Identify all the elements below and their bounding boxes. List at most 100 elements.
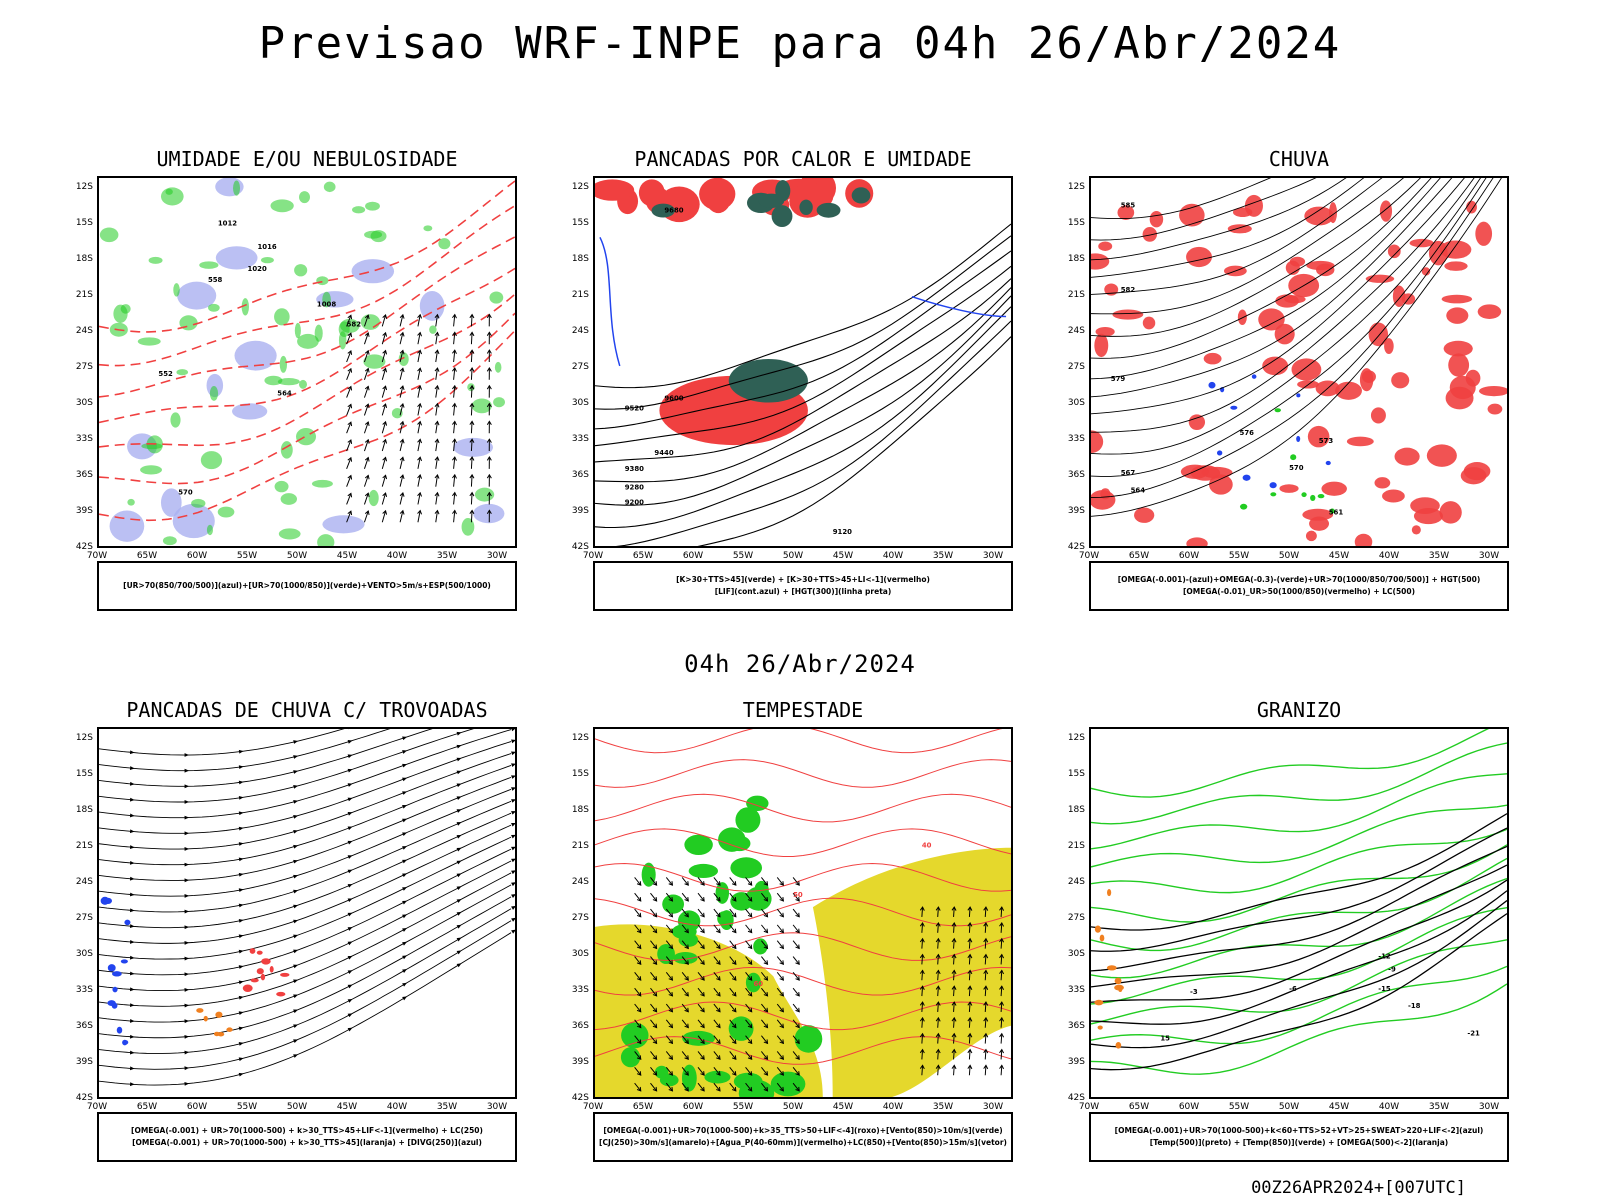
contour-label: 576 — [1240, 429, 1255, 437]
geopotential-contours — [1091, 178, 1502, 517]
temp850-contours — [1091, 729, 1507, 1075]
legend-line: [CJ(250)>30m/s](amarelo)+[Agua_P(40-60mm… — [599, 1138, 1007, 1147]
map-canvas — [99, 729, 515, 1087]
streamlines — [99, 729, 515, 1087]
lat-tick-label: 24S — [571, 326, 589, 336]
legend-line: [OMEGA(-0.001) + UR>70(1000-500) + k>30_… — [131, 1126, 483, 1135]
lat-tick-label: 21S — [1067, 290, 1085, 300]
legend-line: [OMEGA(-0.001)-(azul)+OMEGA(-0.3)-(verde… — [1117, 575, 1481, 584]
lat-tick-label: 30S — [1067, 949, 1085, 959]
contour-label: 1020 — [248, 265, 267, 273]
legend-line: [OMEGA(-0.001)+UR>70(1000-500)+k<60+TTS>… — [1114, 1126, 1484, 1135]
panel-granizo: GRANIZO -3 -6 -9 -12 -15 -18 -21 15 [OMEGA(-0.0… — [1068, 698, 1509, 1168]
lat-tick-label: 21S — [571, 841, 589, 851]
weather-map[interactable]: -3 -6 -9 -12 -15 -18 -21 15 — [1089, 727, 1509, 1099]
lon-tick-label: 45W — [336, 1102, 358, 1112]
weather-map[interactable]: 585 582 579 576 573 570 567 564 561 — [1089, 176, 1509, 548]
lat-tick-label: 30S — [571, 398, 589, 408]
contour-label: 60 — [753, 980, 763, 988]
lat-tick-label: 27S — [75, 913, 93, 923]
lon-tick-label: 70W — [1078, 551, 1100, 561]
contour-label: 9520 — [625, 404, 644, 412]
lat-tick-label: 33S — [571, 985, 589, 995]
lat-tick-label: 21S — [571, 290, 589, 300]
legend-box: [OMEGA(-0.001)+UR>70(1000-500)+k<60+TTS>… — [1089, 1112, 1509, 1162]
contour-label: 50 — [793, 891, 803, 899]
contour-label: 579 — [1111, 375, 1126, 383]
lat-tick-label: 24S — [75, 326, 93, 336]
lat-tick-label: 36S — [75, 1021, 93, 1031]
lon-tick-label: 30W — [1478, 551, 1500, 561]
contour-label: 9380 — [625, 465, 644, 473]
lon-tick-label: 40W — [1378, 1102, 1400, 1112]
lat-tick-label: 27S — [571, 362, 589, 372]
legend-box: [UR>70(850/700/500)](azul)+[UR>70(1000/8… — [97, 561, 517, 611]
precip-water-contours — [595, 729, 1011, 1065]
weather-map[interactable]: 40 50 60 — [593, 727, 1013, 1099]
temp500-contours — [1091, 813, 1507, 1071]
lon-tick-label: 40W — [882, 551, 904, 561]
contour-label: 582 — [347, 320, 362, 328]
map-canvas: 9680 9600 9520 9440 9380 9280 9200 9120 — [595, 178, 1011, 546]
valid-time-label: 04h 26/Abr/2024 — [684, 650, 916, 678]
lat-tick-label: 12S — [1067, 733, 1085, 743]
lon-tick-label: 45W — [832, 1102, 854, 1112]
lon-tick-label: 35W — [436, 551, 458, 561]
lat-tick-label: 18S — [1067, 254, 1085, 264]
wind-vectors-850 — [634, 877, 800, 1092]
humidity-lower-contours — [99, 180, 505, 546]
contour-label: 9440 — [654, 449, 673, 457]
lat-tick-label: 36S — [571, 470, 589, 480]
contour-label: -6 — [1289, 985, 1297, 993]
convective-core-edge — [728, 359, 808, 403]
lat-tick-label: 36S — [1067, 1021, 1085, 1031]
legend-line: [OMEGA(-0.01)_UR>50(1000/850)(vermelho) … — [1182, 587, 1416, 596]
contour-label: -15 — [1378, 985, 1391, 993]
lat-tick-label: 27S — [75, 362, 93, 372]
contour-label: 567 — [1121, 469, 1136, 477]
contour-label: -18 — [1408, 1002, 1421, 1010]
panel-title: GRANIZO — [1256, 698, 1342, 722]
legend-line: [K>30+TTS>45](verde) + [K>30+TTS>45+LI<-… — [676, 575, 930, 584]
jet-yellow-fill-east — [812, 847, 1011, 1097]
contour-label: 564 — [1131, 487, 1146, 495]
weather-map[interactable]: 9680 9600 9520 9440 9380 9280 9200 9120 — [593, 176, 1013, 548]
contour-label: 558 — [208, 276, 223, 284]
panel-title: PANCADAS POR CALOR E UMIDADE — [634, 147, 972, 171]
weather-map[interactable]: 1012101610201008576564558552570582 — [97, 176, 517, 548]
contour-label: -3 — [1190, 988, 1198, 996]
lat-tick-label: 33S — [75, 985, 93, 995]
lon-tick-label: 30W — [982, 551, 1004, 561]
lon-tick-label: 60W — [186, 551, 208, 561]
lon-tick-label: 30W — [486, 1102, 508, 1112]
contour-label: -12 — [1378, 953, 1391, 961]
lat-tick-label: 18S — [75, 254, 93, 264]
lat-tick-label: 15S — [75, 218, 93, 228]
lon-tick-label: 35W — [932, 551, 954, 561]
legend-box: [OMEGA(-0.001)-(azul)+OMEGA(-0.3)-(verde… — [1089, 561, 1509, 611]
contour-label: 1012 — [218, 219, 237, 227]
lat-tick-label: 30S — [1067, 398, 1085, 408]
lon-tick-label: 60W — [1178, 551, 1200, 561]
rain-red-fill — [1091, 194, 1507, 546]
lon-tick-label: 55W — [236, 1102, 258, 1112]
contour-label: 1008 — [317, 301, 336, 309]
lat-tick-label: 12S — [571, 182, 589, 192]
contour-label: 40 — [922, 842, 932, 850]
lon-tick-label: 30W — [982, 1102, 1004, 1112]
panel-title: TEMPESTADE — [742, 698, 864, 722]
lat-tick-label: 21S — [1067, 841, 1085, 851]
lat-tick-label: 27S — [1067, 362, 1085, 372]
lat-tick-label: 33S — [1067, 434, 1085, 444]
lat-tick-label: 42S — [571, 542, 589, 552]
panel-trovoadas: PANCADAS DE CHUVA C/ TROVOADAS [OMEGA(-0… — [76, 698, 517, 1168]
lat-tick-label: 39S — [75, 1057, 93, 1067]
divergence-blue-fill — [100, 896, 131, 1046]
lon-tick-label: 50W — [1278, 551, 1300, 561]
lon-tick-label: 65W — [1128, 1102, 1150, 1112]
contour-label: 9200 — [625, 498, 644, 506]
weather-map[interactable] — [97, 727, 517, 1099]
legend-line: [OMEGA(-0.001)+UR>70(1000-500)+k>35_TTS>… — [603, 1126, 1003, 1135]
lon-tick-label: 70W — [86, 551, 108, 561]
contour-label: -21 — [1467, 1030, 1480, 1038]
